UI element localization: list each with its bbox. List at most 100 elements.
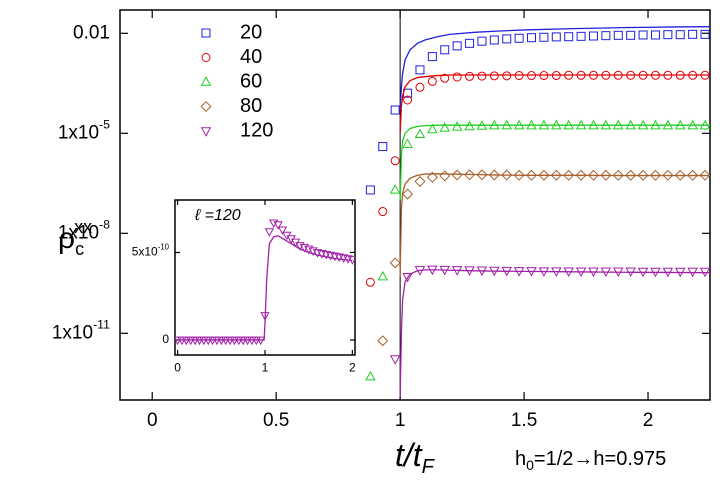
y-tick-label-exp: -5: [99, 118, 110, 132]
fit-line: [399, 74, 710, 134]
marker: [451, 121, 463, 131]
marker: [514, 71, 524, 81]
marker: [365, 277, 375, 287]
marker: [700, 29, 710, 39]
marker: [414, 266, 426, 276]
marker: [564, 70, 574, 80]
marker: [377, 335, 389, 347]
marker: [389, 257, 401, 269]
marker: [365, 370, 376, 381]
marker: [390, 105, 400, 115]
marker: [688, 29, 698, 39]
x-tick-label: 0: [174, 360, 181, 374]
marker: [260, 312, 270, 321]
marker: [440, 45, 450, 55]
marker: [638, 70, 648, 80]
marker: [427, 123, 438, 134]
plot-frame: [119, 9, 711, 401]
marker: [575, 169, 587, 181]
marker: [501, 169, 513, 181]
marker: [662, 169, 674, 181]
marker: [538, 267, 550, 277]
annotation-sub: 0: [526, 457, 534, 473]
marker: [439, 265, 450, 276]
marker: [514, 33, 524, 43]
x-tick-label: 1: [262, 360, 269, 374]
marker: [550, 169, 562, 181]
marker: [699, 169, 710, 181]
marker: [501, 119, 512, 130]
marker: [440, 73, 450, 83]
fit-line: [177, 235, 353, 341]
y-tick-label-exp: -8: [99, 218, 110, 232]
marker: [551, 267, 562, 277]
x-tick-label: 0.5: [263, 410, 289, 431]
marker: [687, 169, 699, 181]
marker: [452, 72, 462, 82]
marker: [675, 119, 686, 130]
marker: [390, 156, 400, 166]
marker: [650, 30, 660, 40]
marker: [538, 169, 550, 181]
legend-label: 80: [240, 95, 262, 117]
x-tick-label: 0: [147, 410, 158, 431]
legend-label: 20: [240, 21, 262, 43]
marker: [377, 270, 389, 281]
marker: [439, 122, 450, 132]
marker: [465, 71, 475, 81]
marker: [650, 119, 661, 130]
marker: [601, 70, 611, 80]
x-tick-label: 1: [395, 410, 406, 431]
marker: [347, 256, 355, 265]
annotation: h0=1/2→h=0.975: [515, 448, 666, 472]
marker: [464, 169, 476, 181]
marker: [389, 355, 401, 365]
marker: [626, 30, 636, 40]
marker: [575, 267, 587, 278]
marker: [476, 266, 488, 277]
marker: [563, 169, 575, 181]
marker: [687, 267, 698, 278]
x-label-main: t/t: [395, 437, 423, 473]
marker: [551, 119, 562, 130]
marker: [415, 82, 425, 92]
marker: [588, 70, 598, 80]
marker: [502, 71, 512, 81]
marker: [601, 31, 611, 41]
marker: [575, 119, 587, 130]
marker: [675, 30, 685, 40]
fit-line: [399, 269, 710, 398]
marker: [255, 336, 266, 346]
y-label-sub: c: [75, 239, 84, 259]
marker: [426, 171, 438, 183]
marker: [538, 119, 550, 130]
y-tick-label-base: 1x10: [58, 122, 99, 143]
marker: [402, 188, 414, 200]
legend-marker: [201, 53, 211, 62]
marker: [613, 70, 623, 80]
marker: [513, 169, 525, 181]
marker: [637, 119, 649, 130]
marker: [527, 71, 537, 81]
marker: [427, 265, 438, 276]
y-tick-label-base: 1x10: [52, 322, 93, 343]
marker: [638, 30, 648, 40]
marker: [564, 32, 574, 42]
marker: [662, 267, 674, 278]
x-tick-label: 2: [643, 410, 654, 431]
x-tick-label: 1.5: [511, 410, 537, 431]
annotation-tail: =1/2→h=0.975: [534, 448, 666, 470]
y-axis-label: ρcxx: [58, 217, 92, 259]
x-axis-label: t/tF: [395, 437, 436, 478]
marker: [513, 267, 525, 277]
marker: [439, 170, 451, 182]
fit-line: [399, 124, 710, 200]
marker: [402, 138, 413, 148]
marker: [600, 267, 612, 278]
marker: [625, 169, 637, 181]
marker: [688, 70, 698, 80]
x-label-sub: F: [422, 456, 436, 478]
marker: [476, 120, 488, 130]
marker: [378, 142, 388, 152]
